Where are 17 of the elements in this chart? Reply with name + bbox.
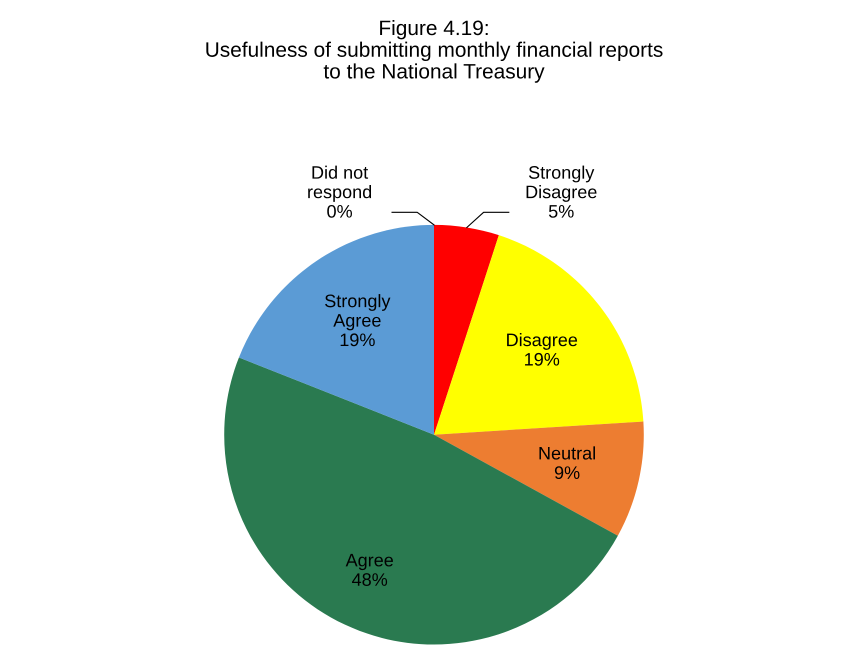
slice-label: Neutral — [539, 446, 595, 460]
text: 0% — [327, 204, 352, 218]
data-label: 19% — [340, 333, 375, 346]
chart-title: Figure 4.19: Usefulness of submitting monthly financial reports to the National Treasury — [206, 20, 663, 83]
slice-label: Strongly Agree — [325, 294, 390, 330]
slice-label: Disagree — [507, 332, 578, 350]
data-label: 48% — [352, 573, 388, 586]
slice-label: Strongly Disagree — [526, 166, 597, 202]
pie-slice — [434, 422, 644, 536]
pie-slice — [434, 224, 499, 435]
category-label: Did not respond — [308, 166, 372, 202]
pie-slice — [434, 235, 644, 435]
data-label: 5% — [548, 205, 574, 218]
data-label: 19% — [525, 352, 560, 366]
pie-slice — [238, 224, 434, 435]
data-label: 9% — [554, 466, 580, 480]
slice-label: Agree — [346, 554, 393, 570]
